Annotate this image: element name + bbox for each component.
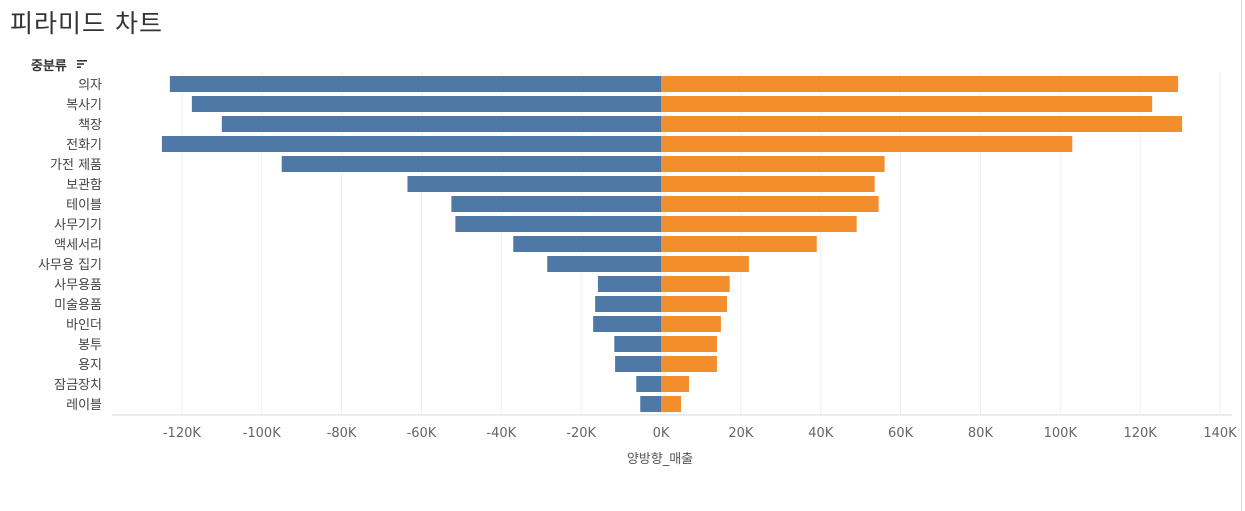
x-tick-label: -120K <box>163 426 202 441</box>
bar-positive[interactable] <box>661 256 749 272</box>
bars <box>161 76 1183 412</box>
x-tick-label: -40K <box>486 426 516 441</box>
x-tick-label: 140K <box>1203 426 1237 441</box>
category-label[interactable]: 바인더 <box>66 318 102 333</box>
category-label[interactable]: 용지 <box>78 358 102 373</box>
category-label[interactable]: 미술용품 <box>54 298 102 313</box>
bar-negative[interactable] <box>221 116 662 132</box>
bar-negative[interactable] <box>281 156 662 172</box>
category-label[interactable]: 책장 <box>78 118 102 133</box>
bar-negative[interactable] <box>636 376 662 392</box>
bar-positive[interactable] <box>661 356 717 372</box>
bar-positive[interactable] <box>661 156 885 172</box>
sort-descending-icon[interactable] <box>77 59 87 69</box>
bar-negative[interactable] <box>614 336 662 352</box>
category-label[interactable]: 가전 제품 <box>50 158 102 173</box>
bar-positive[interactable] <box>661 96 1153 112</box>
bar-positive[interactable] <box>661 216 857 232</box>
x-axis-title: 양방향_매출 <box>627 452 693 467</box>
bar-negative[interactable] <box>547 256 662 272</box>
category-label[interactable]: 전화기 <box>66 138 102 153</box>
bar-negative[interactable] <box>455 216 662 232</box>
bar-positive[interactable] <box>661 316 721 332</box>
category-label[interactable]: 액세서리 <box>54 238 102 253</box>
bar-positive[interactable] <box>661 136 1073 152</box>
view-border <box>1241 0 1242 511</box>
category-label[interactable]: 사무용품 <box>54 278 102 293</box>
x-tick-label: 40K <box>808 426 834 441</box>
x-tick-label: 80K <box>968 426 994 441</box>
category-label[interactable]: 봉투 <box>78 338 102 353</box>
bar-positive[interactable] <box>661 176 875 192</box>
bar-negative[interactable] <box>593 316 662 332</box>
bar-negative[interactable] <box>451 196 662 212</box>
page-title: 피라미드 차트 <box>10 9 163 38</box>
x-axis: -120K -100K -80K -60K -40K -20K 0K 20K 40K 60K 80K… <box>112 414 1237 441</box>
category-label[interactable]: 사무용 집기 <box>38 258 102 273</box>
category-label[interactable]: 레이블 <box>66 398 102 413</box>
bar-negative[interactable] <box>161 136 662 152</box>
bar-negative[interactable] <box>597 276 662 292</box>
bar-negative[interactable] <box>169 76 662 92</box>
bar-negative[interactable] <box>615 356 662 372</box>
bar-positive[interactable] <box>661 296 727 312</box>
bar-positive[interactable] <box>661 376 689 392</box>
bar-negative[interactable] <box>640 396 662 412</box>
bar-negative[interactable] <box>191 96 662 112</box>
bar-positive[interactable] <box>661 196 879 212</box>
bar-positive[interactable] <box>661 336 717 352</box>
category-label[interactable]: 보관함 <box>66 178 102 193</box>
bar-positive[interactable] <box>661 236 817 252</box>
x-tick-label: 0K <box>653 426 670 441</box>
x-tick-label: -20K <box>566 426 596 441</box>
bar-positive[interactable] <box>661 76 1179 92</box>
x-tick-label: 20K <box>728 426 754 441</box>
category-label[interactable]: 의자 <box>78 78 102 93</box>
bar-negative[interactable] <box>513 236 662 252</box>
dimension-header[interactable]: 중분류 <box>31 59 67 74</box>
bar-positive[interactable] <box>661 276 730 292</box>
category-label[interactable]: 복사기 <box>66 98 102 113</box>
bar-negative[interactable] <box>407 176 662 192</box>
category-label[interactable]: 테이블 <box>66 198 102 213</box>
x-tick-label: -80K <box>327 426 357 441</box>
x-tick-label: -100K <box>243 426 282 441</box>
category-label[interactable]: 사무기기 <box>54 218 102 233</box>
x-tick-label: -60K <box>407 426 437 441</box>
x-tick-label: 120K <box>1123 426 1157 441</box>
x-tick-label: 60K <box>888 426 914 441</box>
bar-negative[interactable] <box>595 296 662 312</box>
bar-positive[interactable] <box>661 396 681 412</box>
x-tick-label: 100K <box>1044 426 1078 441</box>
category-label[interactable]: 잠금장치 <box>54 378 102 393</box>
bar-positive[interactable] <box>661 116 1183 132</box>
